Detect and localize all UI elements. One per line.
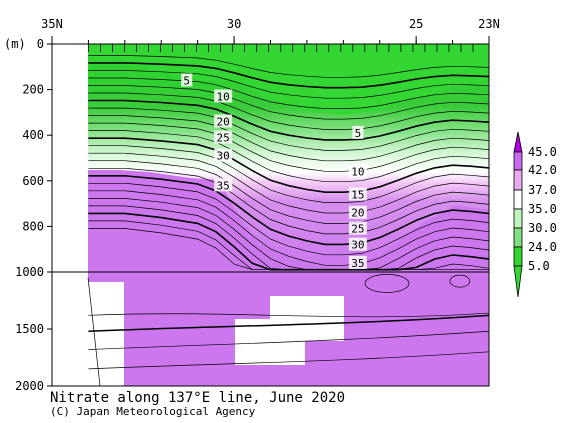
contour-line-deep	[88, 312, 490, 318]
colorbar-label: 30.0	[528, 221, 557, 235]
colorbar-swatch	[513, 208, 523, 229]
colorbar-label: 35.0	[528, 202, 557, 216]
contour-line-deep	[88, 314, 490, 333]
colorbar-label: 5.0	[528, 259, 550, 273]
contour-line	[88, 190, 490, 266]
lat-tick-label: 23N	[478, 17, 500, 31]
depth-tick-label: 600	[22, 174, 44, 188]
depth-tick-label: 1000	[15, 265, 44, 279]
contour-label-bg	[214, 178, 233, 192]
contour-label: 5	[355, 127, 362, 140]
lat-tick-label: 30	[227, 17, 241, 31]
contour-closed	[449, 274, 471, 288]
contour-line	[88, 55, 490, 78]
contour-label: 15	[351, 188, 364, 201]
contour-label: 5	[183, 74, 190, 87]
colorbar-label: 45.0	[528, 145, 557, 159]
contour-labels: 5 10 20 25 30 35 5 10 15 20 25 30 35	[181, 73, 367, 270]
contour-label-bg	[348, 187, 367, 201]
contour-label: 35	[351, 257, 364, 270]
depth-tick-label: 1500	[15, 322, 44, 336]
concentration-fields-upper	[88, 44, 489, 272]
contour-label: 20	[217, 116, 230, 129]
colorbar-arrow-top	[513, 131, 523, 153]
colorbar-arrow-bottom	[513, 265, 523, 298]
depth-tick-label: 400	[22, 128, 44, 142]
contour-label-bg	[348, 221, 367, 235]
contour-line	[88, 175, 490, 246]
colorbar-swatch	[513, 151, 523, 171]
contour-line	[88, 122, 490, 172]
contour-label: 30	[351, 239, 364, 252]
contour-line	[88, 137, 490, 193]
station-ticks	[88, 44, 474, 52]
contour-label-bg	[348, 237, 367, 251]
depth-tick-label: 0	[37, 37, 44, 51]
contour-label-bg	[214, 148, 233, 162]
colorbar-swatch	[513, 246, 523, 267]
colorbar-label: 42.0	[528, 163, 557, 177]
contour-line-deep	[87, 277, 101, 387]
contour-line	[88, 115, 490, 162]
latitude-axis: 35N 30 25 23N	[41, 17, 500, 44]
colorbar-legend: 45.0 42.0 37.0 35.0 30.0 24.0 5.0	[513, 131, 557, 298]
lat-tick-label: 25	[409, 17, 423, 31]
contour-label-bg	[181, 73, 193, 87]
contour-line	[88, 152, 490, 214]
contour-line	[88, 62, 490, 89]
contour-line	[88, 70, 490, 99]
contour-line	[88, 160, 490, 224]
contour-line	[88, 167, 490, 235]
contour-label: 30	[217, 150, 230, 163]
contour-label-bg	[348, 255, 367, 269]
contour-label: 25	[217, 131, 230, 144]
contour-line	[88, 228, 489, 271]
contour-lines	[87, 55, 490, 387]
contour-line	[88, 92, 490, 130]
contour-label: 25	[351, 223, 364, 236]
colorbar-swatch	[513, 227, 523, 248]
contour-line-deep	[88, 330, 490, 350]
contour-closed	[364, 274, 410, 293]
contour-label-bg	[214, 114, 233, 128]
contour-line	[88, 182, 490, 256]
contour-line	[88, 145, 490, 203]
depth-axis: (m) 0 200 400 600 800 1000 1500 2000	[4, 37, 52, 393]
contour-line	[88, 107, 490, 151]
depth-unit-label: (m)	[4, 37, 26, 51]
contour-line	[88, 99, 490, 141]
contour-label: 20	[351, 207, 364, 220]
contour-label-bg	[214, 130, 233, 144]
colorbar-label: 24.0	[528, 240, 557, 254]
chart-credit: (C) Japan Meteorological Agency	[50, 405, 256, 418]
lat-tick-label: 35N	[41, 17, 63, 31]
contour-label: 10	[351, 166, 364, 179]
contour-line	[88, 130, 490, 183]
colorbar-swatch	[513, 169, 523, 191]
contour-line	[88, 85, 490, 120]
contour-label-bg	[214, 89, 233, 103]
contour-label-bg	[352, 125, 364, 139]
contour-line-deep	[88, 351, 490, 370]
contour-label-bg	[348, 205, 367, 219]
contour-label: 35	[217, 179, 230, 192]
field-nitrate-surface	[88, 44, 489, 115]
chart-title: Nitrate along 137°E line, June 2020	[50, 390, 346, 406]
depth-tick-label: 2000	[15, 379, 44, 393]
depth-tick-label: 200	[22, 83, 44, 97]
colorbar-label: 37.0	[528, 183, 557, 197]
depth-tick-label: 800	[22, 219, 44, 233]
contour-line	[88, 77, 490, 109]
contour-label: 10	[217, 90, 230, 103]
contour-label-bg	[348, 164, 367, 178]
colorbar-swatch	[513, 189, 523, 210]
